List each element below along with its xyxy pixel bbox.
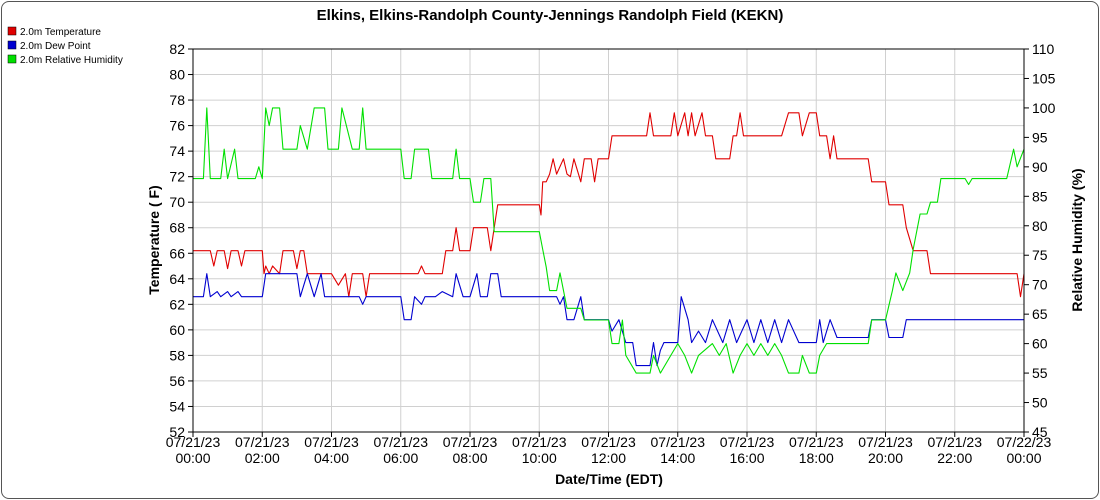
y-left-tick-label: 66 [169, 245, 185, 261]
temperature-line [193, 112, 1025, 298]
y-axis-label-left: Temperature ( F) [146, 185, 162, 294]
x-tick-label-date: 07/21/23 [443, 434, 498, 450]
x-tick-label-date: 07/21/23 [374, 434, 429, 450]
x-tick-label-date: 07/21/23 [166, 434, 221, 450]
x-tick-label-time: 02:00 [245, 450, 280, 466]
x-tick-label-date: 07/22/23 [997, 434, 1052, 450]
legend-swatch [7, 54, 17, 64]
x-tick-label-time: 14:00 [660, 450, 695, 466]
x-tick-label-time: 00:00 [1006, 450, 1041, 466]
y-axis-label-right: Relative Humidity (%) [1069, 168, 1085, 311]
y-right-tick-label: 65 [1032, 306, 1048, 322]
y-right-tick-label: 85 [1032, 188, 1048, 204]
y-left-tick-label: 70 [169, 194, 185, 210]
y-right-tick-label: 50 [1032, 395, 1048, 411]
y-left-tick-label: 72 [169, 169, 185, 185]
series-layer [193, 107, 1025, 374]
x-tick-label-time: 20:00 [868, 450, 903, 466]
y-right-tick-label: 95 [1032, 129, 1048, 145]
y-right-tick-label: 55 [1032, 365, 1048, 381]
legend-swatch [7, 40, 17, 50]
x-tick-label-time: 16:00 [729, 450, 764, 466]
y-right-tick-label: 110 [1032, 41, 1055, 57]
x-tick-label-date: 07/21/23 [512, 434, 567, 450]
y-left-tick-label: 60 [169, 322, 185, 338]
y-left-tick-label: 80 [169, 67, 185, 83]
x-axis-label: Date/Time (EDT) [555, 471, 663, 487]
y-left-tick-label: 58 [169, 347, 185, 363]
x-tick-label-time: 18:00 [799, 450, 834, 466]
x-tick-label-date: 07/21/23 [235, 434, 290, 450]
tick-labels: 07/21/2300:0007/21/2302:0007/21/2304:000… [166, 41, 1056, 466]
x-tick-label-time: 12:00 [591, 450, 626, 466]
y-left-tick-label: 76 [169, 118, 185, 134]
grid [192, 48, 1025, 433]
y-right-tick-label: 60 [1032, 336, 1048, 352]
legend-swatch [7, 26, 17, 36]
x-tick-label-time: 06:00 [383, 450, 418, 466]
legend: 2.0m Temperature 2.0m Dew Point 2.0m Relat… [7, 26, 123, 66]
y-left-tick-label: 62 [169, 296, 185, 312]
y-left-tick-label: 54 [169, 398, 185, 414]
legend-label: 2.0m Relative Humidity [20, 55, 123, 66]
x-tick-label-date: 07/21/23 [581, 434, 636, 450]
x-tick-label-time: 10:00 [522, 450, 557, 466]
x-tick-label-date: 07/21/23 [928, 434, 983, 450]
y-left-tick-label: 64 [169, 271, 185, 287]
y-right-tick-label: 45 [1032, 424, 1048, 440]
y-right-tick-label: 80 [1032, 218, 1048, 234]
chart-title: Elkins, Elkins-Randolph County-Jennings … [317, 7, 784, 24]
y-right-tick-label: 90 [1032, 159, 1048, 175]
y-right-tick-label: 100 [1032, 100, 1056, 116]
x-tick-label-date: 07/21/23 [304, 434, 359, 450]
y-left-tick-label: 52 [169, 424, 185, 440]
x-tick-label-date: 07/21/23 [858, 434, 913, 450]
x-tick-label-time: 22:00 [937, 450, 972, 466]
x-tick-label-time: 04:00 [314, 450, 349, 466]
x-tick-label-time: 00:00 [175, 450, 210, 466]
legend-label: 2.0m Dew Point [20, 41, 91, 52]
y-left-tick-label: 56 [169, 373, 185, 389]
y-right-tick-label: 75 [1032, 247, 1048, 263]
relative-humidity-line [193, 107, 1025, 374]
y-left-tick-label: 68 [169, 220, 185, 236]
x-tick-label-date: 07/21/23 [789, 434, 844, 450]
legend-label: 2.0m Temperature [20, 27, 101, 38]
y-left-tick-label: 74 [169, 143, 185, 159]
x-tick-label-date: 07/21/23 [651, 434, 706, 450]
y-left-tick-label: 78 [169, 92, 185, 108]
x-tick-label-date: 07/21/23 [720, 434, 775, 450]
y-left-tick-label: 82 [169, 41, 185, 57]
y-right-tick-label: 105 [1032, 70, 1056, 86]
x-tick-label-time: 08:00 [452, 450, 487, 466]
y-right-tick-label: 70 [1032, 277, 1048, 293]
dew-point-line [193, 273, 1024, 367]
